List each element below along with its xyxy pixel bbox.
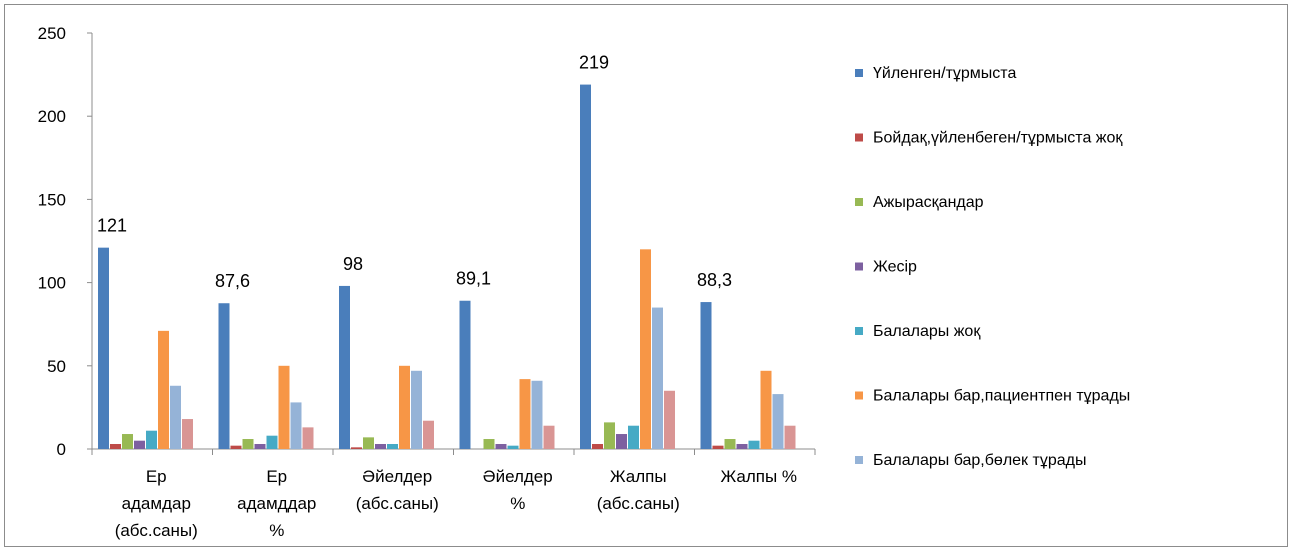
category-label: (абс.саны)	[115, 521, 198, 540]
bar	[543, 425, 555, 449]
y-tick-label: 200	[38, 107, 66, 126]
bar	[134, 440, 145, 449]
bar	[399, 365, 410, 449]
bar	[724, 439, 736, 449]
y-tick-label: 0	[57, 440, 66, 459]
category-label: (абс.саны)	[356, 494, 439, 513]
y-tick-label: 100	[38, 274, 66, 293]
legend-entry: Бойдақ,үйленбеген/тұрмыста жоқ	[873, 130, 1123, 147]
legend-entry: Балалары бар,бөлек тұрады	[873, 452, 1086, 469]
bar	[519, 379, 531, 449]
bar	[351, 447, 362, 449]
category-label: Жалпы %	[720, 467, 797, 486]
legend-entry: Үйленген/тұрмыста	[873, 65, 1016, 82]
bar	[736, 444, 748, 449]
data-label: 219	[579, 53, 609, 73]
bar	[110, 444, 121, 449]
category-labels: Ер адамдар (абс.саны) Ер адамддар% Әйелдер (аб…	[115, 467, 797, 540]
bar	[628, 425, 639, 449]
bar	[640, 249, 651, 449]
category-label: %	[510, 494, 525, 513]
data-label: 88,3	[697, 270, 732, 290]
legend-entry: Балалары жоқ	[873, 323, 981, 340]
bars	[98, 84, 796, 450]
bar	[423, 420, 434, 449]
bar	[700, 302, 712, 449]
bar	[495, 444, 507, 449]
bar	[266, 435, 278, 449]
category-label: Жалпы	[610, 467, 667, 486]
chart-frame	[4, 4, 1288, 547]
bar	[748, 440, 760, 449]
bar	[302, 427, 314, 449]
category-label: Әйелдер	[362, 467, 432, 486]
bar	[616, 434, 627, 449]
category-label: адамддар	[237, 494, 316, 513]
bar	[242, 439, 254, 449]
bar	[375, 444, 386, 449]
bar	[182, 419, 193, 449]
y-tick-label: 50	[47, 357, 66, 376]
legend: Үйленген/тұрмыста Бойдақ,үйленбеген/тұрмы…	[855, 65, 1130, 469]
bar	[784, 425, 796, 449]
bar	[411, 370, 422, 449]
category-label: (абс.саны)	[597, 494, 680, 513]
bar	[531, 380, 543, 449]
bar	[592, 444, 603, 449]
data-label: 87,6	[215, 271, 250, 291]
legend-entry: Балалары бар,пациентпен тұрады	[873, 388, 1130, 405]
data-label: 121	[97, 216, 127, 236]
data-label: 89,1	[456, 269, 491, 289]
y-tick-label: 250	[38, 24, 66, 43]
bar	[218, 303, 230, 449]
bar	[339, 285, 350, 449]
bar	[363, 437, 374, 449]
category-label: Ер	[146, 467, 167, 486]
legend-entry: Жесір	[873, 259, 917, 276]
axes: 0 50 100 150 200 250	[38, 24, 816, 459]
bar	[146, 430, 157, 449]
bar	[278, 365, 290, 449]
legend-swatch	[855, 198, 863, 206]
bar	[604, 422, 615, 449]
legend-swatch	[855, 456, 863, 464]
bar	[170, 385, 181, 449]
category-label: %	[269, 521, 284, 540]
data-label: 98	[343, 254, 363, 274]
legend-entry: Ажырасқандар	[873, 194, 984, 211]
legend-swatch	[855, 262, 863, 271]
data-labels: 121 87,6 98 89,1 219 88,3	[97, 53, 732, 292]
bar	[158, 330, 169, 449]
bar	[459, 300, 471, 449]
bar	[230, 445, 242, 449]
bar	[760, 370, 772, 449]
bar	[122, 434, 133, 449]
legend-swatch	[855, 327, 863, 335]
bar	[387, 444, 398, 449]
legend-swatch	[855, 391, 863, 400]
bar	[98, 247, 109, 449]
bar	[507, 445, 519, 449]
bar	[772, 394, 784, 449]
bar	[290, 402, 302, 449]
category-label: Әйелдер	[483, 467, 553, 486]
bar	[254, 444, 266, 449]
y-tick-label: 150	[38, 190, 66, 209]
legend-swatch	[855, 133, 863, 142]
bar	[580, 84, 591, 450]
bar	[712, 445, 724, 449]
bar	[664, 390, 675, 449]
bar	[483, 439, 495, 449]
category-label: адамдар	[122, 494, 191, 513]
category-label: Ер	[266, 467, 287, 486]
legend-swatch	[855, 69, 863, 77]
bar	[652, 307, 663, 449]
